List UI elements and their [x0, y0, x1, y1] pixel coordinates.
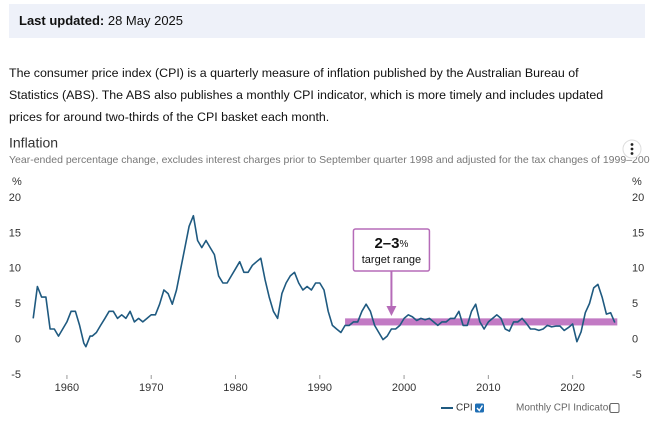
y2-axis-label: % [632, 176, 642, 188]
y2-tick-label: 10 [632, 263, 644, 275]
y-tick-label: 20 [9, 192, 21, 204]
legend-label: Monthly CPI Indicator [516, 403, 612, 414]
legend-label: CPI [456, 403, 473, 414]
annotation-unit: % [399, 239, 408, 250]
menu-dot [630, 147, 634, 151]
cpi-line [32, 214, 616, 348]
y2-tick-label: 5 [632, 298, 638, 310]
chart-subtitle: Year-ended percentage change, excludes i… [9, 154, 650, 166]
annotation-text: target range [362, 254, 421, 266]
x-tick-label: 2000 [392, 382, 416, 394]
intro-text: The consumer price index (CPI) is a quar… [9, 66, 604, 124]
x-tick-label: 2020 [560, 382, 584, 394]
y2-tick-label: 15 [632, 227, 644, 239]
chart-title: Inflation [9, 135, 58, 151]
y2-tick-label: -5 [632, 369, 642, 381]
x-tick-label: 1990 [308, 382, 332, 394]
legend-checkbox[interactable] [475, 403, 484, 413]
menu-dot [630, 152, 634, 155]
annotation-box [352, 228, 431, 272]
x-tick-label: 1960 [55, 382, 79, 394]
update-label: Last updated: [19, 13, 105, 28]
y-axis-label: % [12, 176, 22, 188]
annotation-arrowhead [386, 306, 397, 316]
x-tick-label: 1970 [139, 382, 163, 394]
check-mark [476, 405, 484, 412]
y-tick-label: 10 [9, 263, 21, 275]
target-band [345, 318, 618, 326]
legend-checkbox[interactable] [609, 403, 620, 413]
menu-button[interactable] [622, 139, 642, 159]
y2-tick-label: 0 [632, 334, 638, 346]
annotation-value-line: 2–3% [374, 235, 408, 252]
y-tick-label: -5 [11, 369, 21, 381]
menu-dot [630, 143, 634, 146]
y-tick-label: 5 [15, 298, 21, 310]
update-banner: Last updated: 28 May 2025 [9, 4, 645, 38]
y-tick-label: 15 [9, 227, 21, 239]
annotation-value: 2–3 [374, 235, 399, 252]
update-date: 28 May 2025 [107, 13, 184, 28]
y-tick-label: 0 [15, 334, 21, 346]
x-tick-label: 2010 [476, 382, 500, 394]
x-tick-label: 1980 [223, 382, 247, 394]
y2-tick-label: 20 [632, 192, 644, 204]
